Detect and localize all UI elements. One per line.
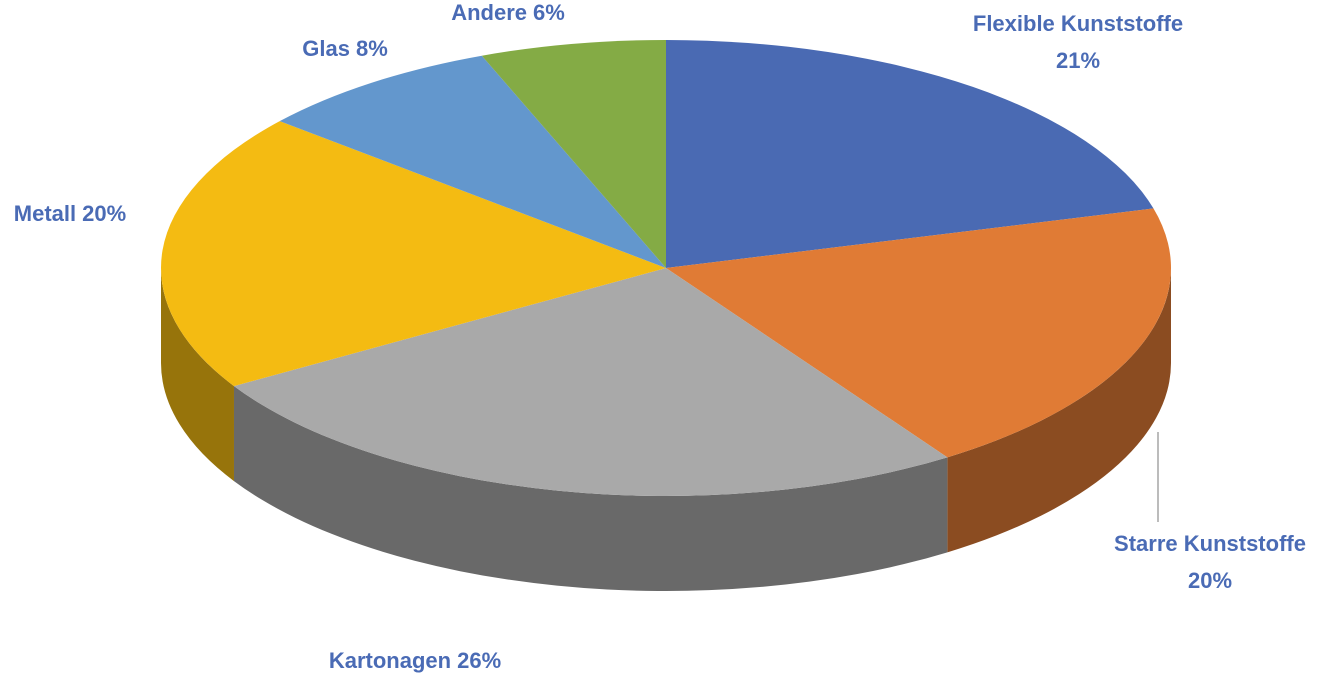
label-value: 21% [1056,48,1100,73]
label-value: 20% [1188,568,1232,593]
data-label: Andere 6% [451,0,565,25]
data-label: Metall 20% [14,201,126,226]
label-value: 6% [533,0,565,25]
label-value: 8% [356,36,388,61]
label-category: Starre Kunststoffe [1114,531,1306,556]
label-value: 26% [457,648,501,673]
label-category: Kartonagen [329,648,451,673]
data-label: Glas 8% [302,36,388,61]
slice [666,40,1154,268]
slice [233,268,948,496]
slice [160,121,666,387]
label-category: Metall [14,201,76,226]
data-label: Flexible Kunststoffe 21% [973,11,1183,73]
slice-side [233,386,948,591]
slice-side [161,268,234,482]
label-value: 20% [82,201,126,226]
data-label: Starre Kunststoffe 20% [1114,531,1306,593]
slice [481,40,666,268]
slice-side [947,268,1171,553]
slice [279,55,666,268]
data-label: Kartonagen 26% [329,648,501,673]
slice [666,208,1171,458]
label-category: Glas [302,36,350,61]
label-category: Flexible Kunststoffe [973,11,1183,36]
label-category: Andere [451,0,527,25]
